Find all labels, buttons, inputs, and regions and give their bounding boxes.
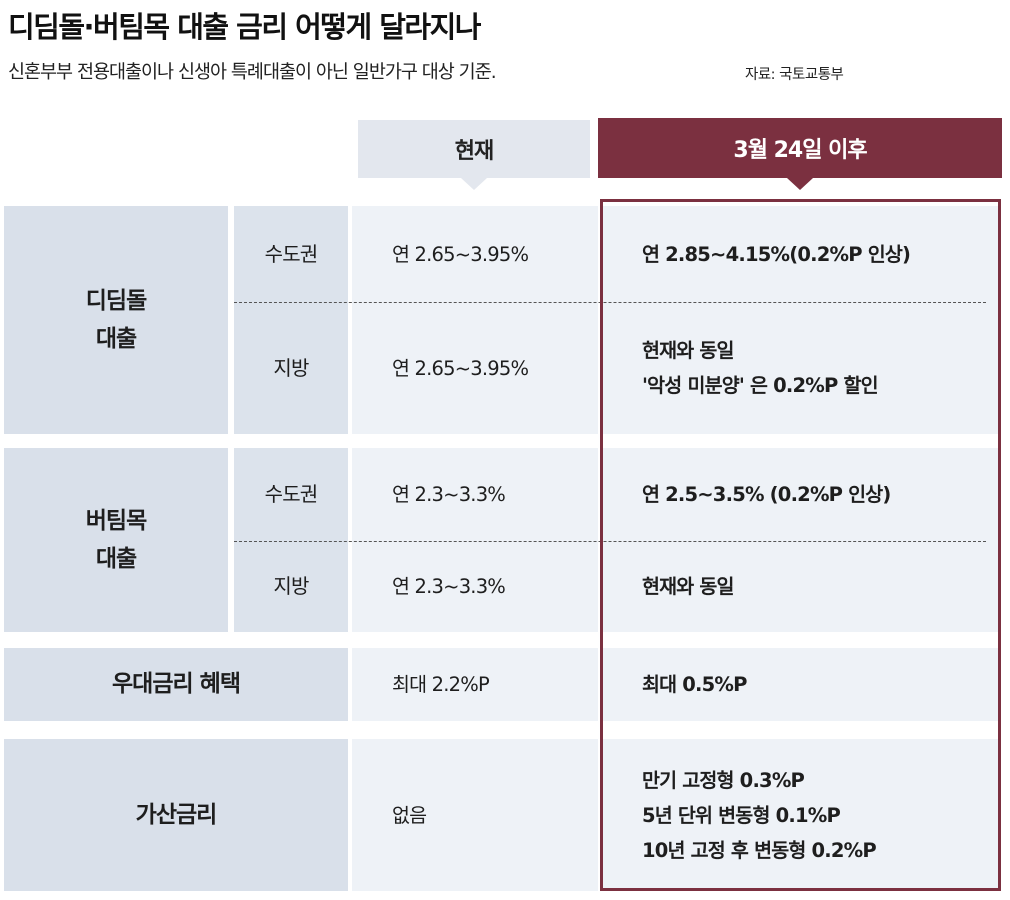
after-didimdol-local: 현재와 동일 '악성 미분양' 은 0.2%P 할인 [600, 302, 1001, 434]
after-didimdol-metro: 연 2.85~4.15%(0.2%P 인상) [600, 206, 1001, 302]
category-didimdol-line1: 디딤돌 [85, 288, 147, 314]
column-header-current: 현재 [358, 120, 590, 178]
region-beotimmok-local: 지방 [234, 541, 348, 632]
category-preferential: 우대금리 혜택 [4, 648, 348, 721]
row-divider [234, 302, 986, 303]
column-header-after: 3월 24일 이후 [598, 118, 1002, 178]
after-surcharge-line3: 10년 고정 후 변동형 0.2%P [642, 838, 877, 862]
after-didimdol-local-line2: '악성 미분양' 은 0.2%P 할인 [642, 374, 879, 397]
current-surcharge: 없음 [352, 739, 598, 891]
category-surcharge: 가산금리 [4, 739, 348, 891]
current-beotimmok-metro: 연 2.3~3.3% [352, 448, 598, 541]
region-beotimmok-metro: 수도권 [234, 448, 348, 541]
current-preferential: 최대 2.2%P [352, 648, 598, 721]
after-beotimmok-local: 현재와 동일 [600, 541, 1001, 632]
category-beotimmok-line2: 대출 [95, 546, 137, 572]
infographic-title: 디딤돌·버팀목 대출 금리 어떻게 달라지나 [8, 10, 481, 44]
after-didimdol-local-line1: 현재와 동일 [642, 339, 735, 362]
infographic-subtitle: 신혼부부 전용대출이나 신생아 특례대출이 아닌 일반가구 대상 기준. [8, 62, 497, 83]
current-beotimmok-local: 연 2.3~3.3% [352, 541, 598, 632]
source-note: 자료: 국토교통부 [745, 67, 844, 83]
row-divider [234, 541, 986, 542]
after-beotimmok-metro: 연 2.5~3.5% (0.2%P 인상) [600, 448, 1001, 541]
after-surcharge-line1: 만기 고정형 0.3%P [642, 768, 805, 792]
after-surcharge-line2: 5년 단위 변동형 0.1%P [642, 803, 841, 827]
category-didimdol-line2: 대출 [95, 326, 137, 352]
current-didimdol-local: 연 2.65~3.95% [352, 302, 598, 434]
region-didimdol-metro: 수도권 [234, 206, 348, 302]
category-didimdol: 디딤돌 대출 [4, 206, 228, 434]
after-preferential: 최대 0.5%P [600, 648, 1001, 721]
category-beotimmok: 버팀목 대출 [4, 448, 228, 632]
current-didimdol-metro: 연 2.65~3.95% [352, 206, 598, 302]
after-surcharge: 만기 고정형 0.3%P 5년 단위 변동형 0.1%P 10년 고정 후 변동… [600, 739, 1001, 891]
category-beotimmok-line1: 버팀목 [85, 508, 147, 534]
region-didimdol-local: 지방 [234, 302, 348, 434]
